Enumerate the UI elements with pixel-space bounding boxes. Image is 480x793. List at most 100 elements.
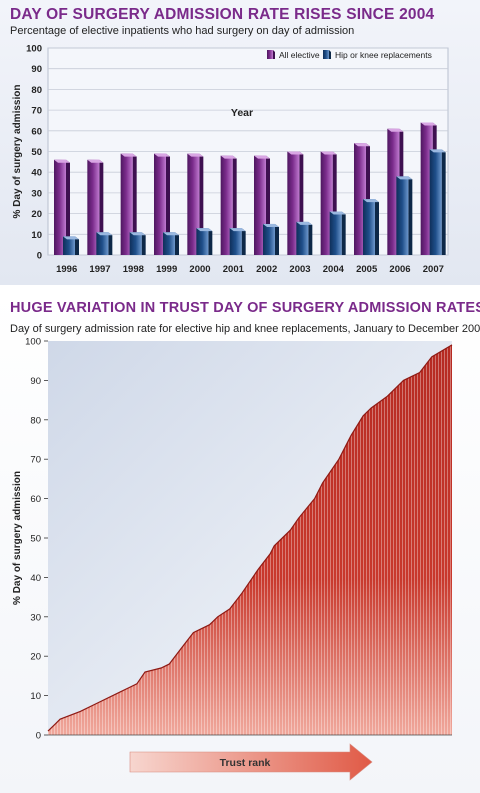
x-tick-label: 2005: [356, 264, 378, 275]
y-tick-label: 70: [31, 106, 42, 117]
y-tick-label: 40: [30, 573, 41, 584]
bar-hip-knee: [229, 228, 242, 255]
bar-side: [241, 228, 246, 255]
bar-hip-knee: [429, 149, 442, 255]
bar-hip-knee: [129, 232, 142, 255]
bar-top: [429, 149, 446, 153]
bar-side: [99, 159, 104, 255]
y-tick-label: 60: [30, 494, 41, 505]
bar-all-elective: [154, 153, 166, 255]
bar-side: [375, 199, 379, 255]
bar-side: [408, 176, 413, 255]
y-tick-label: 30: [31, 188, 42, 199]
bar-side: [308, 221, 313, 255]
chart-subtitle-top: Percentage of elective inpatients who ha…: [10, 25, 355, 37]
x-tick-label: 2007: [423, 264, 444, 275]
bar-top: [263, 223, 279, 227]
area-chart-trust-rank: 0 10 20 30 40 50 60 70 80 90 100 % Day of surgery a…: [12, 337, 453, 781]
bar-side: [166, 153, 170, 255]
bar-top: [320, 151, 337, 155]
y-tick-label: 90: [31, 64, 42, 75]
bar-top: [187, 153, 204, 157]
bar-hip-knee: [396, 176, 409, 255]
bar-all-elective: [87, 159, 100, 255]
area-stripes: [48, 344, 452, 735]
bar-hip-knee: [63, 236, 75, 255]
legend-swatch-side: [273, 50, 275, 59]
bar-top: [163, 232, 179, 236]
y-tick-label: 100: [26, 44, 42, 55]
bar-hip-knee: [329, 211, 342, 255]
y-tick-label: 40: [31, 168, 42, 179]
bar-side: [66, 159, 70, 255]
y-axis-label: % Day of surgery admission: [12, 85, 23, 219]
bar-side: [141, 232, 146, 255]
bar-hip-knee: [163, 232, 175, 255]
bar-top: [363, 199, 379, 203]
y-tick-label: 10: [31, 230, 42, 241]
bar-top: [354, 143, 370, 147]
x-tick-label: 1997: [89, 264, 110, 275]
x-tick-label: 2001: [223, 264, 245, 275]
bar-top: [196, 228, 213, 232]
legend-swatch: [323, 50, 329, 59]
legend-label: All elective: [279, 50, 320, 60]
bar-top: [229, 228, 246, 232]
chart-panel-top: DAY OF SURGERY ADMISSION RATE RISES SINC…: [0, 0, 480, 285]
bar-top: [329, 211, 346, 215]
bar-top: [296, 221, 313, 225]
bar-side: [341, 211, 346, 255]
bar-top: [96, 232, 113, 236]
x-tick-label: 2003: [289, 264, 310, 275]
y-tick-label: 20: [30, 652, 41, 663]
bar-side: [108, 232, 113, 255]
y-tick-label: 50: [31, 147, 42, 158]
bar-chart-years: 0 10 20 30 40 50 60 70 80 90 100 % Day of surgery a…: [12, 44, 449, 275]
y-axis-label: % Day of surgery admission: [12, 471, 23, 605]
x-tick-label: 2000: [189, 264, 210, 275]
bar-top: [396, 176, 413, 180]
y-tick-label: 0: [36, 731, 41, 742]
bar-top: [254, 155, 270, 159]
bar-hip-knee: [263, 223, 275, 255]
chart-title-bottom: HUGE VARIATION IN TRUST DAY OF SURGERY A…: [10, 300, 480, 316]
bar-top: [154, 153, 170, 157]
bar-top: [220, 155, 237, 159]
chart-panel-bottom: HUGE VARIATION IN TRUST DAY OF SURGERY A…: [0, 292, 480, 793]
bar-top: [387, 128, 404, 132]
bar-hip-knee: [296, 221, 309, 255]
x-tick-label: 1999: [156, 264, 177, 275]
bar-hip-knee: [96, 232, 109, 255]
bar-side: [132, 153, 137, 255]
y-tick-label: 80: [31, 85, 42, 96]
legend-swatch: [267, 50, 273, 59]
y-tick-label: 50: [30, 534, 41, 545]
x-tick-label: 1996: [56, 264, 77, 275]
bar-side: [75, 236, 79, 255]
y-tick-label: 30: [30, 612, 41, 623]
y-tick-label: 70: [30, 455, 41, 466]
y-tick-label: 80: [30, 415, 41, 426]
x-tick-label: 2002: [256, 264, 277, 275]
y-tick-label: 10: [30, 691, 41, 702]
y-tick-label: 90: [30, 376, 41, 387]
trust-rank-arrow: [129, 743, 373, 781]
bar-top: [63, 236, 79, 240]
y-tick-label: 60: [31, 126, 42, 137]
x-tick-label: 1998: [123, 264, 144, 275]
x-axis-label: Trust rank: [220, 757, 271, 769]
chart-subtitle-bottom: Day of surgery admission rate for electi…: [10, 323, 480, 335]
x-axis-label: Year: [231, 107, 253, 119]
bar-top: [287, 151, 304, 155]
x-tick-label: 2006: [389, 264, 410, 275]
bar-all-elective: [120, 153, 133, 255]
bar-hip-knee: [363, 199, 375, 255]
bar-side: [275, 223, 279, 255]
legend-swatch-side: [329, 50, 331, 59]
bar-top: [120, 153, 137, 157]
bar-hip-knee: [196, 228, 209, 255]
bar-top: [129, 232, 146, 236]
x-tick-label: 2004: [323, 264, 345, 275]
bar-top: [87, 159, 104, 163]
bar-side: [175, 232, 179, 255]
